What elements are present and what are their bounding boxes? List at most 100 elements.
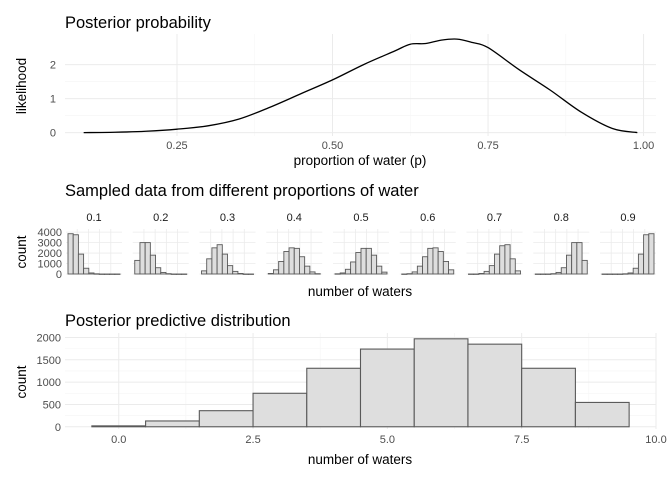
- histogram-bar: [88, 272, 95, 275]
- x-tick-label: 5.0: [380, 434, 395, 446]
- histogram-bar: [339, 272, 346, 275]
- histogram-bar: [139, 242, 146, 275]
- y-tick-label: 0: [55, 422, 61, 434]
- posterior-curve: [83, 38, 638, 134]
- facet-label: 0.9: [620, 212, 635, 224]
- histogram-bar: [370, 254, 378, 275]
- y-axis-title-posterior: likelihood: [14, 58, 29, 114]
- histogram-bar: [134, 259, 141, 275]
- histogram-bar: [422, 256, 429, 275]
- histogram-bar: [145, 420, 200, 428]
- facet-panel-0.9: 0.9: [600, 212, 656, 275]
- histogram-bar: [201, 270, 208, 275]
- histogram-bar: [521, 367, 576, 428]
- x-axis-title-sampled-data: number of waters: [308, 284, 413, 299]
- histogram-bar: [488, 265, 495, 275]
- facets-sampled-data: 0.1 0.2 0.3 0.4 0.5 0.6 0.7 0.8 0.9: [66, 212, 656, 275]
- facet-label: 0.8: [554, 212, 569, 224]
- facet-label: 0.6: [420, 212, 435, 224]
- facet-panel-0.6: 0.6: [399, 212, 456, 275]
- histogram-bar: [304, 265, 311, 275]
- histogram-bar: [232, 270, 239, 275]
- histogram-bar: [467, 343, 523, 428]
- histogram-bar: [648, 233, 655, 275]
- panel-posterior-probability: Posterior probability 0.25 0.50 0.75 1.00 0 1…: [14, 14, 656, 168]
- histogram-bar: [509, 258, 516, 275]
- histogram-bar: [555, 271, 562, 275]
- histogram-bar: [83, 267, 90, 275]
- facet-label: 0.1: [86, 212, 101, 224]
- histogram-bar: [309, 271, 316, 275]
- facet-panel-0.7: 0.7: [466, 212, 523, 275]
- histogram-bar: [155, 267, 162, 275]
- x-tick-label: 10.0: [645, 434, 666, 446]
- y-tick-label: 1000: [37, 377, 61, 389]
- facet-panel-0.4: 0.4: [266, 212, 323, 275]
- histogram-bar: [581, 259, 588, 275]
- histogram-bar: [442, 260, 450, 275]
- y-axis-title-sampled-data: count: [14, 235, 29, 268]
- histogram-bar: [359, 348, 415, 428]
- histogram-bar: [560, 267, 567, 275]
- histogram-bar: [273, 269, 280, 275]
- x-tick-label: 0.0: [111, 434, 126, 446]
- histogram-bar: [483, 270, 490, 275]
- y-tick-label: 2000: [38, 248, 62, 260]
- histogram-bar: [376, 265, 383, 275]
- grid-posterior-probability: [65, 34, 656, 136]
- facet-label: 0.4: [287, 212, 302, 224]
- histogram-bar: [144, 242, 151, 275]
- y-tick-label: 2: [50, 60, 56, 72]
- histogram-bar: [494, 253, 501, 275]
- histogram-bar: [355, 252, 362, 275]
- facet-panel-0.8: 0.8: [533, 212, 590, 275]
- histogram-bar: [566, 254, 573, 275]
- facet-panel-0.2: 0.2: [132, 212, 189, 275]
- histogram-bar: [427, 247, 434, 275]
- histogram-bar: [299, 256, 306, 275]
- histogram-bar: [365, 247, 372, 275]
- histogram-bar: [149, 254, 157, 275]
- histogram-bar: [632, 267, 639, 275]
- x-axis-title-posterior-predictive: number of waters: [308, 452, 413, 467]
- histogram-bar: [267, 273, 274, 275]
- histogram-bar: [514, 270, 521, 275]
- histogram-bar: [206, 258, 213, 275]
- histogram-bar: [283, 251, 290, 275]
- histogram-bar: [576, 242, 583, 275]
- histogram-bar: [72, 234, 79, 275]
- histogram-bar: [288, 247, 295, 275]
- x-tick-label: 1.00: [633, 140, 654, 152]
- histogram-bar: [574, 401, 630, 428]
- chart-title-sampled-data: Sampled data from different proportions …: [65, 182, 419, 200]
- y-tick-label: 3000: [38, 238, 62, 250]
- histogram-bar: [627, 272, 634, 275]
- histogram-bar: [448, 269, 455, 275]
- y-tick-label: 1: [50, 94, 56, 106]
- chart-title-posterior-predictive: Posterior predictive distribution: [65, 312, 291, 330]
- x-tick-label: 0.50: [322, 140, 343, 152]
- histogram-bar: [416, 265, 424, 275]
- histogram-bar: [344, 268, 352, 275]
- facet-label: 0.2: [153, 212, 168, 224]
- histogram-bar: [237, 273, 244, 275]
- y-tick-label: 0: [50, 128, 56, 140]
- histogram-bar: [413, 338, 469, 428]
- chart-title-posterior-probability: Posterior probability: [65, 14, 212, 32]
- facet-panel-0.5: 0.5: [333, 212, 389, 275]
- histogram-bar: [160, 271, 167, 275]
- histogram-bar: [643, 234, 650, 275]
- ticks-posterior-probability: 0.25 0.50 0.75 1.00 0 1 2: [50, 60, 654, 152]
- histogram-bar: [571, 242, 578, 275]
- ticks-posterior-predictive: 0.0 2.5 5.0 7.5 10.0 0 500 1000 1500 2000: [37, 332, 667, 446]
- histogram-bar: [278, 260, 285, 275]
- facet-panel-0.1: 0.1: [66, 212, 122, 275]
- facet-label: 0.7: [487, 212, 502, 224]
- y-tick-label: 0: [56, 269, 62, 281]
- histogram-bar: [252, 392, 308, 428]
- x-tick-label: 2.5: [245, 434, 260, 446]
- histogram-bar: [478, 273, 485, 275]
- x-tick-label: 7.5: [514, 434, 529, 446]
- bars-posterior-predictive: [91, 338, 630, 428]
